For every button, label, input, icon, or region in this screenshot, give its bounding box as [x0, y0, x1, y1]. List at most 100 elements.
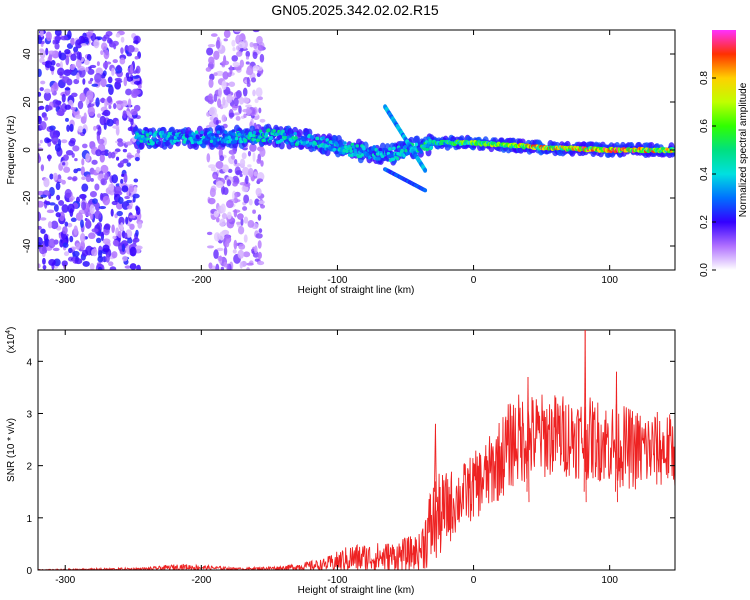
noise-blob: [258, 107, 262, 114]
noise-blob: [121, 243, 126, 253]
noise-blob: [66, 124, 71, 132]
noise-blob: [105, 254, 110, 263]
band-core: [172, 139, 177, 143]
band-core: [268, 139, 272, 144]
noise-blob: [251, 77, 257, 83]
noise-blob: [234, 192, 238, 203]
noise-blob: [52, 172, 58, 181]
noise-blob: [208, 56, 215, 65]
band-core: [406, 151, 411, 156]
noise-blob: [209, 187, 216, 198]
noise-blob: [228, 81, 236, 87]
band-core: [377, 157, 381, 161]
noise-blob: [87, 103, 95, 107]
band-core: [224, 136, 229, 140]
noise-blob: [115, 120, 120, 127]
noise-blob: [125, 88, 132, 96]
band-core: [381, 147, 386, 152]
snr-y-tick-label: 3: [26, 409, 32, 420]
noise-blob: [44, 88, 51, 94]
spectrogram-y-axis-label: Frequency (Hz): [6, 116, 17, 185]
noise-blob: [89, 263, 95, 270]
noise-blob: [121, 185, 129, 193]
noise-blob: [129, 263, 137, 270]
noise-blob: [238, 105, 242, 114]
noise-blob: [47, 221, 53, 229]
noise-blob: [75, 59, 82, 68]
noise-blob: [67, 176, 73, 180]
spectrogram-y-tick-label: -40: [22, 238, 33, 253]
band-core: [157, 141, 161, 146]
noise-blob: [85, 245, 93, 256]
noise-blob: [255, 233, 263, 239]
noise-blob: [221, 60, 230, 66]
band-core: [419, 150, 423, 154]
noise-blob: [239, 173, 243, 177]
noise-blob: [39, 57, 45, 64]
noise-blob: [209, 73, 215, 81]
noise-blob: [238, 96, 245, 105]
band-core: [237, 132, 242, 137]
noise-blob: [124, 195, 130, 200]
snr-x-tick-label: -100: [327, 575, 347, 586]
noise-blob: [65, 69, 72, 74]
noise-blob: [126, 199, 132, 204]
noise-blob: [40, 80, 46, 85]
noise-blob: [54, 143, 62, 152]
noise-blob: [218, 87, 223, 98]
band-core: [334, 150, 339, 155]
noise-blob: [73, 168, 78, 174]
noise-blob: [40, 217, 47, 221]
noise-blob: [99, 192, 104, 201]
noise-blob: [95, 166, 101, 174]
noise-blob: [226, 93, 233, 104]
side-streak: [423, 188, 428, 193]
noise-blob: [247, 164, 252, 168]
noise-blob: [48, 238, 56, 249]
band-core: [313, 141, 318, 146]
noise-blob: [243, 234, 248, 243]
band-core: [233, 139, 238, 144]
noise-blob: [114, 148, 121, 153]
noise-blob: [137, 84, 142, 89]
band-core: [234, 136, 239, 141]
noise-blob: [97, 138, 105, 145]
noise-blob: [52, 247, 60, 252]
noise-blob: [242, 97, 250, 104]
noise-blob: [223, 30, 231, 39]
noise-blob: [238, 41, 246, 49]
snr-y-multiplier-exp: 4: [5, 330, 12, 334]
noise-blob: [235, 115, 241, 121]
noise-blob: [62, 162, 66, 166]
spectrogram-heatmap: [38, 30, 675, 270]
side-streak: [423, 167, 428, 173]
noise-blob: [206, 153, 211, 163]
snr-series-line: [38, 394, 675, 570]
noise-blob: [116, 210, 123, 217]
noise-blob: [91, 159, 98, 165]
noise-blob: [247, 66, 251, 76]
noise-blob: [46, 138, 52, 143]
noise-blob: [132, 70, 138, 74]
noise-blob: [256, 158, 262, 164]
noise-blob: [252, 89, 256, 97]
noise-blob: [89, 190, 97, 198]
noise-blob: [130, 118, 134, 126]
snr-y-multiplier: (x104): [5, 327, 17, 354]
noise-blob: [62, 154, 69, 161]
band-core: [224, 130, 228, 135]
noise-blob: [79, 233, 86, 243]
noise-blob: [72, 145, 80, 152]
noise-blob: [219, 155, 225, 162]
noise-blob: [38, 200, 44, 208]
noise-blob: [72, 250, 80, 257]
noise-blob: [47, 154, 51, 162]
band-core: [351, 145, 356, 149]
noise-blob: [65, 55, 70, 66]
noise-blob: [101, 42, 108, 51]
noise-blob: [215, 263, 220, 270]
snr-peak: [527, 376, 530, 503]
noise-blob: [74, 157, 78, 162]
noise-blob: [49, 65, 55, 72]
noise-blob: [103, 34, 110, 39]
